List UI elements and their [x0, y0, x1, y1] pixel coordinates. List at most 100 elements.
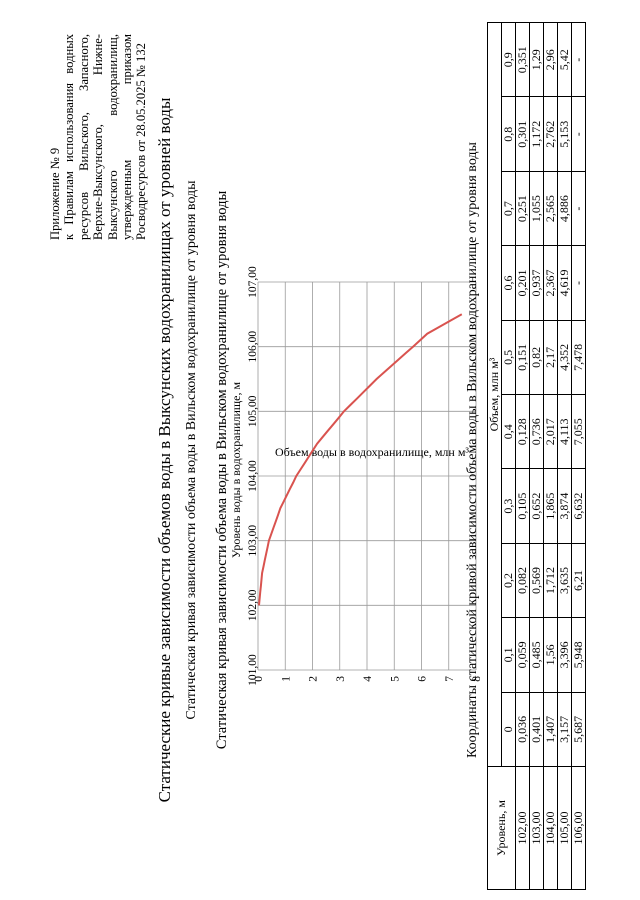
volume-cell: 2,367 [543, 245, 558, 321]
level-cell: 103,00 [529, 766, 544, 890]
column-header: 0,4 [501, 394, 516, 469]
tick-labels: 101,00 102,00 103,00 104,00 105,00 106,00 107,… [247, 266, 483, 686]
volume-cell: 0,251 [515, 171, 530, 246]
volume-cell: 4,113 [557, 394, 572, 469]
volume-cell: 2,565 [543, 171, 558, 246]
tick-label-volume: 6 [417, 676, 429, 682]
tick-label-volume: 8 [471, 676, 483, 682]
table-row: 106,00 5,687 5,948 6,21 6,632 7,055 7,478- - - - [571, 22, 586, 890]
tick-label-volume: 0 [253, 676, 265, 682]
volume-cell: - [571, 22, 586, 97]
level-cell: 106,00 [571, 766, 586, 890]
volume-cell: 0,201 [515, 245, 530, 321]
column-header: 0,3 [501, 468, 516, 544]
column-header: 0,7 [501, 171, 516, 246]
volume-cell: 4,886 [557, 171, 572, 246]
volume-cell: 1,29 [529, 22, 544, 97]
volume-cell: 3,635 [557, 543, 572, 618]
volume-cell: 6,21 [571, 543, 586, 618]
tick-label-volume: 5 [389, 676, 401, 682]
column-header: 0,6 [501, 245, 516, 321]
volume-cell: 2,96 [543, 22, 558, 97]
column-header: 0 [501, 692, 516, 767]
level-header: Уровень, м [487, 766, 516, 890]
volume-cell: 5,687 [571, 692, 586, 767]
grid [257, 281, 477, 671]
tick-label-level: 105,00 [247, 395, 259, 427]
tick-label-level: 102,00 [247, 589, 259, 621]
volume-cell: 0,937 [529, 245, 544, 321]
volume-cell: 3,396 [557, 617, 572, 693]
tick-label-volume: 2 [308, 676, 320, 682]
volume-cell: 6,632 [571, 468, 586, 544]
volume-cell: 1,865 [543, 468, 558, 544]
x-axis-label: Объем воды в водохранилище, млн м³ [275, 445, 469, 459]
tick-label-volume: 4 [362, 676, 374, 682]
volume-cell: 5,42 [557, 22, 572, 97]
volume-cell: 0,652 [529, 468, 544, 544]
volume-cell: 2,17 [543, 320, 558, 395]
table-caption: Координаты статической кривой зависимост… [465, 142, 480, 758]
volume-cell: 1,172 [529, 96, 544, 172]
column-header-row: 0 0,1 0,2 0,3 0,4 0,5 0,6 0,7 0,8 0,9 [501, 22, 516, 890]
table-body: 102,00 0,036 0,059 0,082 0,105 0,128 0,151 0,20… [515, 22, 586, 890]
column-header: 0,1 [501, 617, 516, 693]
volume-cell: 1,56 [543, 617, 558, 693]
volume-cell: 4,619 [557, 245, 572, 321]
volume-cell: 0,485 [529, 617, 544, 693]
y-axis-label: Уровень воды в водохранилище, м [229, 382, 243, 559]
volume-header: Объем, млн м³ [487, 22, 502, 767]
table-row: 104,00 1,407 1,56 1,712 1,865 2,017 2,17 2,367 2… [543, 22, 558, 890]
volume-cell: 0,569 [529, 543, 544, 618]
volume-cell: 2,017 [543, 394, 558, 469]
column-header: 0,9 [501, 22, 516, 97]
volume-cell: 0,105 [515, 468, 530, 544]
level-cell: 104,00 [543, 766, 558, 890]
volume-cell: 3,874 [557, 468, 572, 544]
volume-cell: 0,082 [515, 543, 530, 618]
tick-label-level: 104,00 [247, 460, 259, 492]
tick-label-volume: 1 [280, 676, 292, 682]
level-cell: 102,00 [515, 766, 530, 890]
table-row: 105,00 3,157 3,396 3,635 3,874 4,113 4,352 4,61… [557, 22, 572, 890]
volume-cell: 0,736 [529, 394, 544, 469]
tick-label-level: 106,00 [247, 331, 259, 363]
volume-cell: 0,059 [515, 617, 530, 693]
column-header: 0,8 [501, 96, 516, 172]
volume-cell: - [571, 171, 586, 246]
table-row: 103,00 0,401 0,485 0,569 0,652 0,736 0,82 0,937… [529, 22, 544, 890]
volume-cell: 0,82 [529, 320, 544, 395]
volume-cell: 0,301 [515, 96, 530, 172]
volume-cell: 7,055 [571, 394, 586, 469]
volume-cell: 7,478 [571, 320, 586, 395]
coordinates-table: Уровень, м Объем, млн м³ 0 0,1 0,2 0,3 0,4 0,… [487, 22, 586, 890]
tick-label-level: 103,00 [247, 525, 259, 557]
volume-cell: 2,762 [543, 96, 558, 172]
table-row: 102,00 0,036 0,059 0,082 0,105 0,128 0,151 0,20… [515, 22, 530, 890]
volume-cell: - [571, 96, 586, 172]
volume-cell: 0,351 [515, 22, 530, 97]
volume-cell: 4,352 [557, 320, 572, 395]
volume-cell: 0,151 [515, 320, 530, 395]
volume-cell: 1,055 [529, 171, 544, 246]
volume-cell: 5,948 [571, 617, 586, 693]
volume-cell: 3,157 [557, 692, 572, 767]
column-header: 0,2 [501, 543, 516, 618]
chart-title: Статическая кривая зависимости объема во… [214, 191, 230, 750]
volume-cell: - [571, 245, 586, 321]
volume-cell: 0,401 [529, 692, 544, 767]
volume-cell: 0,036 [515, 692, 530, 767]
level-cell: 105,00 [557, 766, 572, 890]
tick-label-level: 101,00 [247, 654, 259, 686]
tick-label-volume: 7 [444, 676, 456, 682]
column-header: 0,5 [501, 320, 516, 395]
volume-cell: 5,153 [557, 96, 572, 172]
volume-cell: 1,712 [543, 543, 558, 618]
volume-curve [258, 313, 463, 606]
volume-cell: 0,128 [515, 394, 530, 469]
tick-label-level: 107,00 [247, 266, 259, 298]
table-header-row: Уровень, м Объем, млн м³ [487, 22, 516, 890]
tick-label-volume: 3 [335, 676, 347, 682]
